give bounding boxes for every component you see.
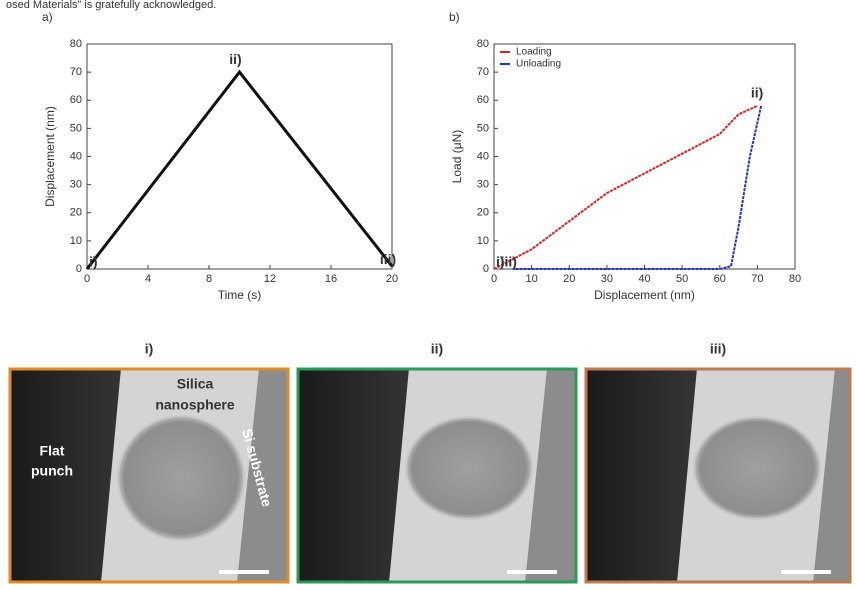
y-tick-label: 80 — [477, 38, 489, 50]
point-annotation: ii) — [229, 51, 241, 67]
point-annotation: ii) — [751, 85, 763, 101]
x-tick-label: 20 — [563, 273, 575, 285]
x-tick-label: 12 — [264, 273, 276, 285]
y-tick-label: 80 — [70, 38, 82, 50]
panel-label: a) — [42, 10, 53, 24]
scale-bar — [781, 570, 831, 574]
x-tick-label: 0 — [491, 273, 497, 285]
x-tick-label: 4 — [145, 273, 151, 285]
point-annotation: iii) — [380, 251, 396, 267]
x-tick-label: 10 — [526, 273, 538, 285]
y-tick-label: 50 — [70, 122, 82, 134]
plot-frame — [494, 44, 795, 269]
figure: osed Materials” is gratefully acknowledg… — [0, 0, 856, 590]
y-tick-label: 40 — [70, 150, 82, 162]
x-tick-label: 16 — [325, 273, 337, 285]
y-tick-label: 40 — [477, 150, 489, 162]
micrograph — [585, 368, 856, 583]
x-tick-label: 80 — [789, 273, 801, 285]
x-tick-label: 60 — [714, 273, 726, 285]
y-tick-label: 60 — [477, 94, 489, 106]
y-axis-label: Load (μN) — [450, 130, 464, 184]
y-tick-label: 0 — [483, 263, 489, 275]
x-tick-label: 0 — [84, 273, 90, 285]
y-tick-label: 70 — [70, 66, 82, 78]
x-tick-label: 8 — [206, 273, 212, 285]
legend-label: Loading — [516, 47, 552, 58]
nanosphere — [694, 417, 820, 519]
sphere-label: nanosphere — [155, 397, 235, 413]
x-tick-label: 30 — [601, 273, 613, 285]
y-tick-label: 30 — [70, 179, 82, 191]
y-tick-label: 0 — [76, 263, 82, 275]
nanosphere — [406, 417, 532, 519]
y-tick-label: 10 — [477, 235, 489, 247]
data-line — [87, 72, 392, 269]
micrograph-content — [585, 368, 856, 583]
sphere-label: Silica — [177, 376, 214, 392]
y-tick-label: 60 — [70, 94, 82, 106]
point-annotation: iii) — [501, 254, 517, 270]
x-tick-label: 50 — [676, 273, 688, 285]
x-tick-label: 40 — [638, 273, 650, 285]
legend-label: Unloading — [516, 59, 561, 70]
x-tick-label: 20 — [386, 273, 398, 285]
y-tick-label: 10 — [70, 235, 82, 247]
y-tick-label: 20 — [477, 207, 489, 219]
punch-label: punch — [31, 463, 73, 479]
point-annotation: i) — [89, 254, 98, 270]
x-axis-label: Time (s) — [218, 288, 262, 302]
micrograph-label: ii) — [431, 341, 443, 357]
panel-label: b) — [449, 10, 460, 24]
y-tick-label: 20 — [70, 207, 82, 219]
scale-bar — [219, 570, 269, 574]
micrograph-label: iii) — [710, 341, 726, 357]
plot-frame — [87, 44, 392, 269]
data-line — [494, 106, 757, 269]
x-axis-label: Displacement (nm) — [594, 288, 695, 302]
x-tick-label: 70 — [751, 273, 763, 285]
nanosphere — [118, 416, 244, 540]
micrograph-label: i) — [145, 341, 154, 357]
punch-label: Flat — [40, 443, 65, 459]
y-axis-label: Displacement (nm) — [43, 106, 57, 207]
y-tick-label: 70 — [477, 66, 489, 78]
y-tick-label: 50 — [477, 122, 489, 134]
header-text: osed Materials” is gratefully acknowledg… — [6, 0, 216, 11]
y-tick-label: 30 — [477, 179, 489, 191]
scale-bar — [507, 570, 557, 574]
